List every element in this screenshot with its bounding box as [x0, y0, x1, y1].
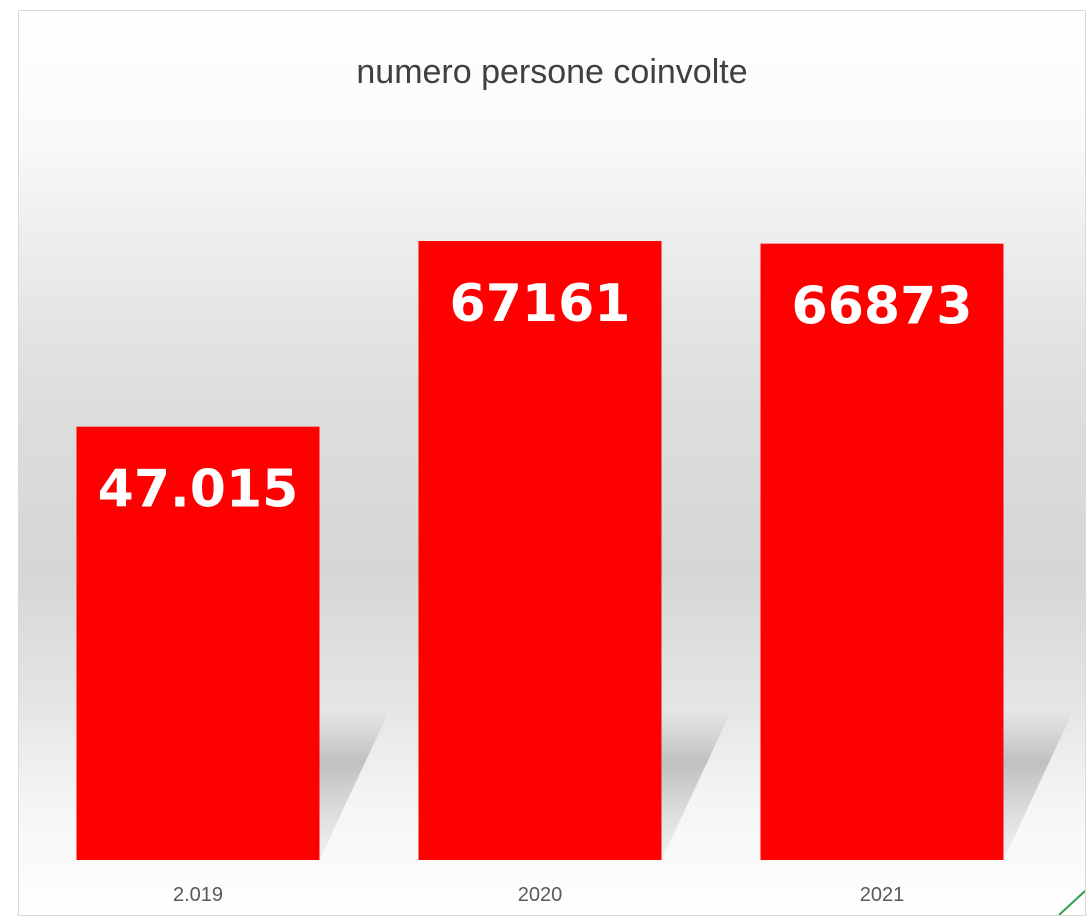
x-tick-label: 2020: [518, 884, 563, 906]
chart-title: numero persone coinvolte: [356, 53, 748, 91]
x-tick-label: 2021: [860, 884, 905, 906]
data-labels-group: 47.015 67161 66873: [98, 274, 973, 520]
x-tick-label: 2.019: [173, 884, 223, 906]
data-label: 66873: [792, 277, 973, 337]
x-axis-ticks: 2.019 2020 2021: [173, 884, 904, 906]
bar-2020: [418, 241, 662, 860]
corner-check-mark: [1058, 890, 1085, 915]
data-label: 47.015: [98, 460, 299, 520]
bar-2021: [760, 243, 1004, 860]
bar-2.019: [76, 426, 320, 860]
bars-group: [76, 241, 1004, 860]
plot-area: 47.015 67161 66873 2.019 2020 2021: [76, 241, 1074, 906]
data-label: 67161: [450, 274, 631, 334]
chart-area: numero persone coinvolte 47.015 67161 6687…: [18, 10, 1086, 916]
